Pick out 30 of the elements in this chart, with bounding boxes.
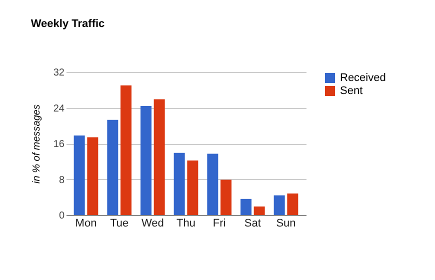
x-tick-label: Thu [176, 218, 196, 230]
x-tick-label: Wed [141, 218, 164, 230]
bar [220, 180, 232, 215]
y-tick-label: 32 [53, 68, 65, 78]
bar [140, 106, 152, 215]
bar [240, 198, 252, 215]
bar [120, 85, 132, 215]
y-tick-label: 16 [53, 139, 65, 150]
y-tick-label: 0 [58, 210, 65, 222]
chart-title: Weekly Traffic [30, 18, 105, 30]
legend-label: Sent [340, 85, 363, 97]
y-tick-label: 24 [53, 103, 65, 114]
bar [287, 194, 298, 215]
x-tick-label: Sun [276, 218, 296, 230]
legend-label: Received [340, 72, 386, 84]
bar [187, 160, 198, 215]
x-tick-label: Fri [212, 218, 226, 230]
bar [274, 195, 285, 215]
bar [74, 135, 85, 215]
bar [107, 120, 118, 215]
bar [174, 152, 185, 215]
x-tick-label: Sat [244, 218, 261, 230]
x-tick-label: Tue [110, 218, 129, 230]
y-axis-title: in % of messages [31, 104, 42, 184]
bar [207, 154, 218, 215]
bar [254, 206, 265, 215]
y-tick-label: 8 [58, 174, 65, 186]
bar [87, 137, 98, 215]
x-tick-label: Mon [75, 218, 97, 230]
bar [154, 99, 165, 215]
